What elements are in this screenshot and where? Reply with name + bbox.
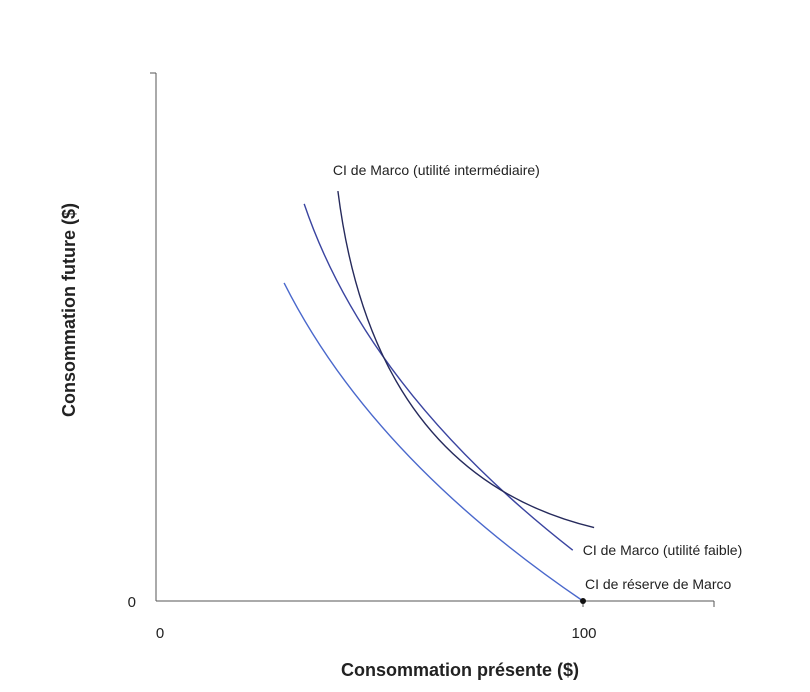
x-axis-title: Consommation présente ($) [341,660,579,680]
low-utility-indifference-curve [303,203,574,551]
reserve-point [580,598,586,604]
x-tick-label-0: 0 [156,625,164,642]
label-reserve: CI de réserve de Marco [585,576,731,592]
intermediate-utility-indifference-curve [337,190,595,529]
x-tick-label-100: 100 [571,625,596,642]
label-intermediate-utility: CI de Marco (utilité intermédiaire) [333,162,540,178]
reserve-indifference-curve [283,282,584,602]
label-low-utility: CI de Marco (utilité faible) [583,542,743,558]
y-tick-label-0: 0 [128,594,136,611]
y-axis-title: Consommation future ($) [59,203,79,417]
